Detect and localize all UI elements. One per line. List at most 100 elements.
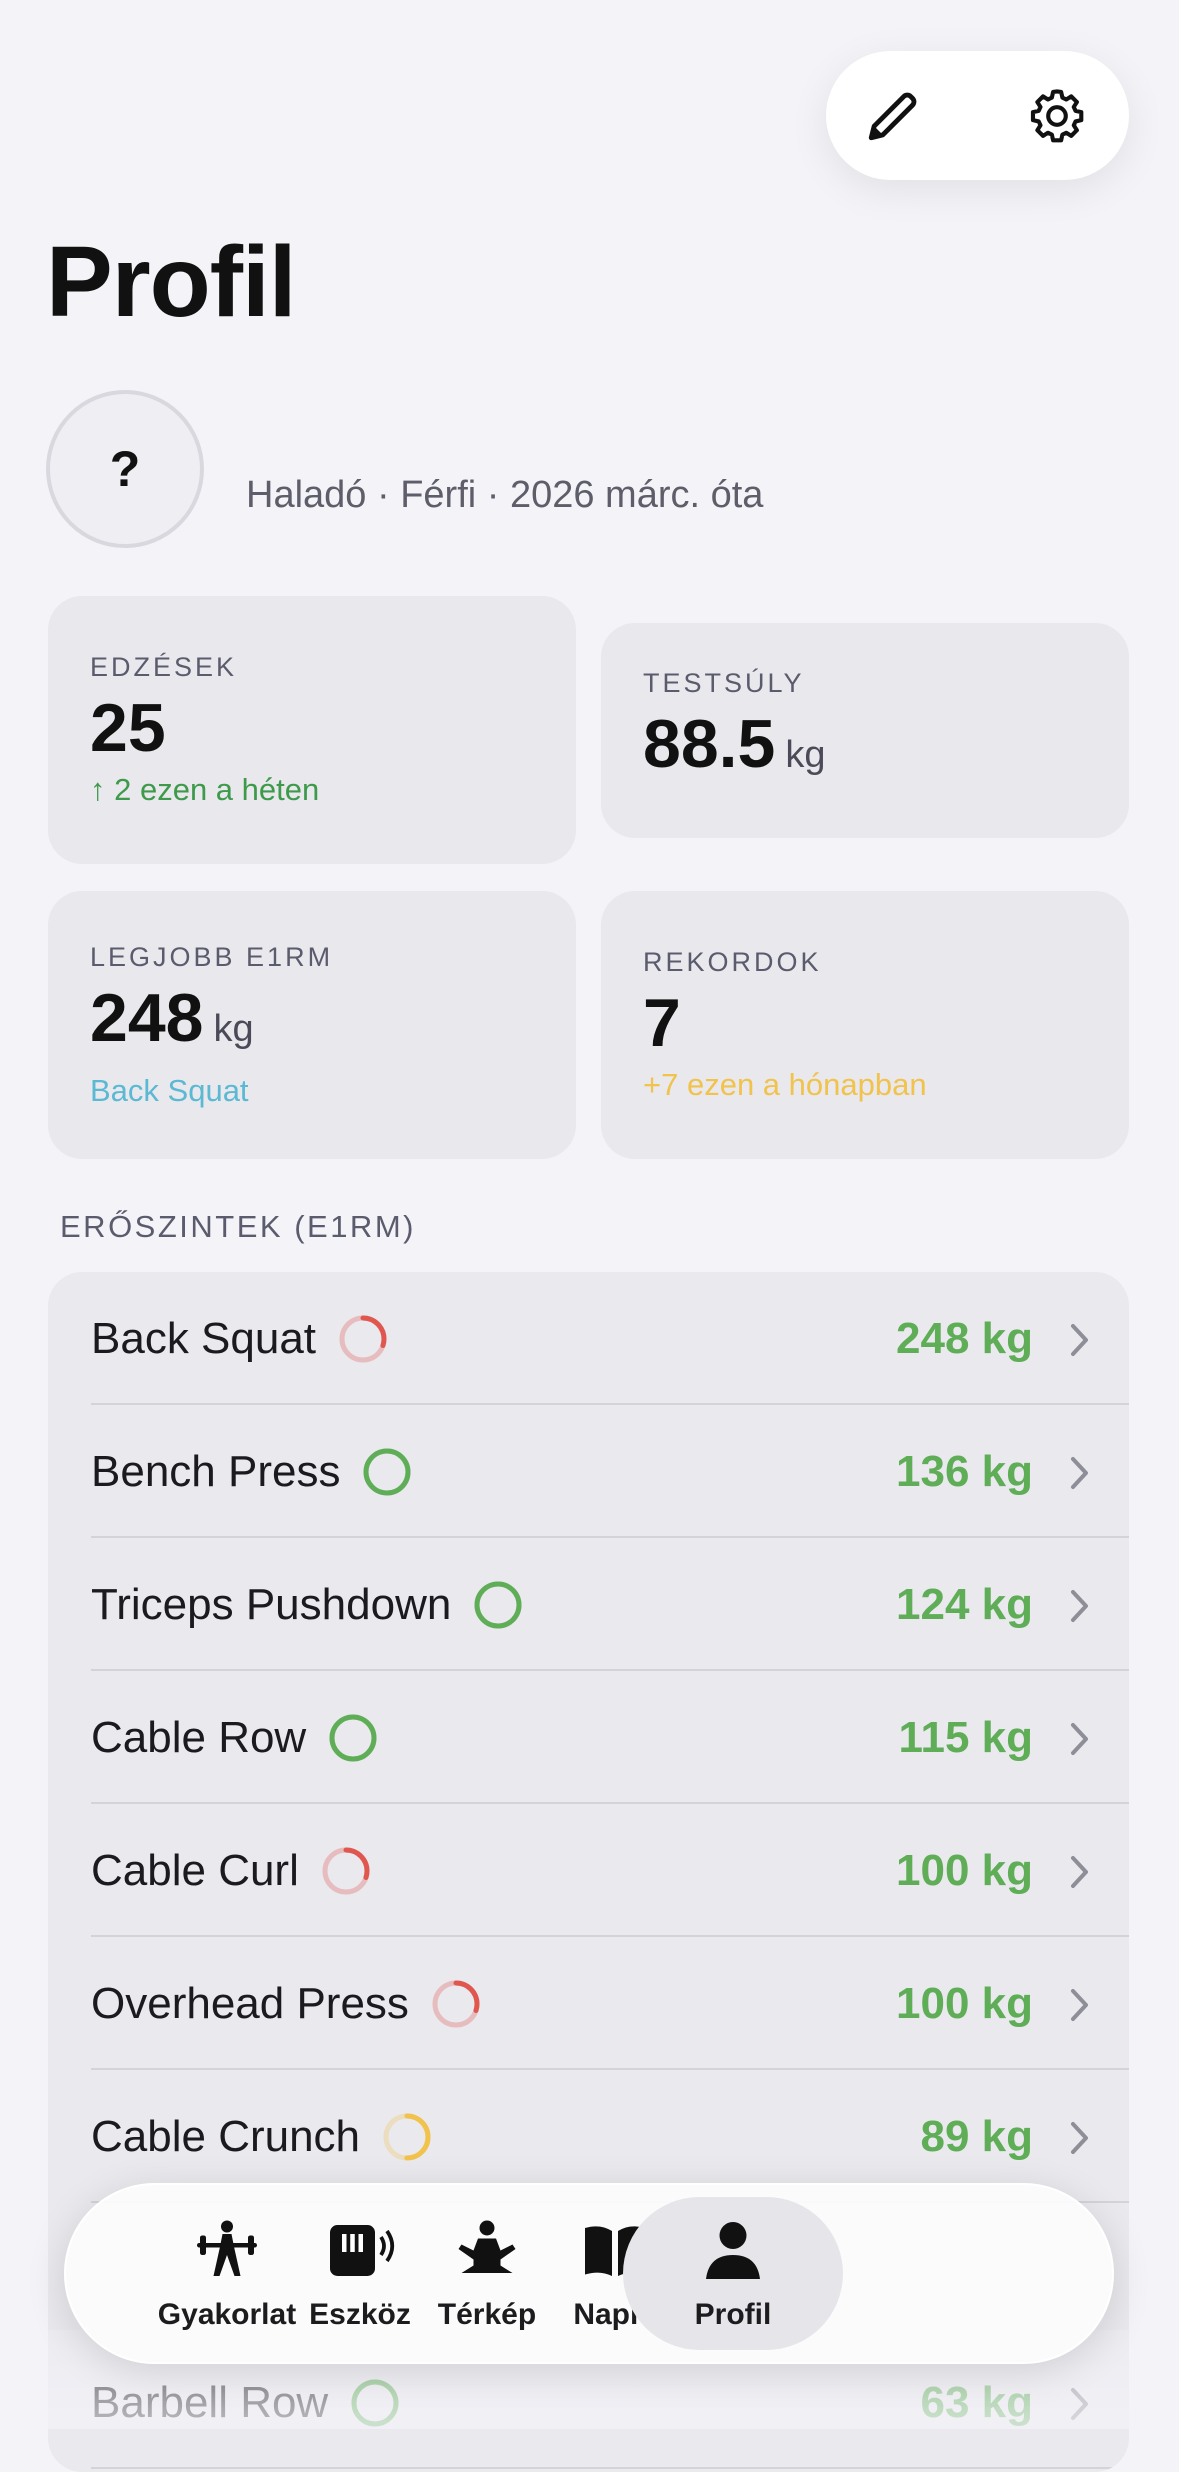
chevron — [1071, 1723, 1088, 1755]
row-divider — [91, 2068, 1129, 2070]
chevron — [1071, 1324, 1088, 1356]
tab-item[interactable]: Profil — [623, 2197, 843, 2350]
exercise-value: 248 kg — [896, 1313, 1033, 1363]
stat-value: 88.5 — [643, 706, 776, 782]
ring-progress — [339, 1315, 387, 1362]
strength-row[interactable]: Overhead Press 100 kg — [48, 1937, 1129, 2070]
stat-value: 7 — [643, 985, 681, 1061]
row-divider — [91, 2467, 1129, 2469]
level-ring — [432, 1980, 480, 2027]
edit-button[interactable] — [864, 87, 922, 145]
profile-subtitle: Haladó · Férfi · 2026 márc. óta — [246, 474, 764, 516]
chevron — [1071, 1457, 1088, 1489]
tab-icon — [458, 2220, 516, 2273]
level-ring — [474, 1581, 522, 1628]
ring-progress — [474, 1581, 522, 1628]
stat-value: 248 — [90, 979, 204, 1056]
tab-icon — [330, 2225, 395, 2276]
row-divider — [91, 1935, 1129, 1937]
ring-progress — [363, 1448, 411, 1495]
chevron-path — [1071, 1856, 1088, 1888]
level-ring — [339, 1315, 387, 1362]
stat-label: EDZÉSEK — [90, 652, 238, 682]
tab-item[interactable]: Térkép — [387, 2185, 587, 2362]
tab-icon — [197, 2220, 257, 2276]
strength-row[interactable]: Cable Row 115 kg — [48, 1671, 1129, 1804]
icon-shape — [719, 2222, 747, 2249]
exercise-value: 100 kg — [896, 1845, 1033, 1895]
level-ring — [329, 1714, 377, 1761]
exercise-value: 89 kg — [920, 2111, 1033, 2161]
tab-item[interactable]: Gyakorlat — [127, 2185, 327, 2362]
tab-label: Gyakorlat — [157, 2298, 297, 2331]
level-ring — [322, 1847, 370, 1894]
chevron-path — [1071, 1590, 1088, 1622]
strength-row[interactable]: Back Squat 248 kg — [48, 1272, 1129, 1405]
exercise-name: Triceps Pushdown — [91, 1579, 452, 1629]
chevron-path — [1071, 1324, 1088, 1356]
level-ring — [363, 1448, 411, 1495]
tab-label: Eszköz — [309, 2298, 411, 2331]
settings-button[interactable] — [1026, 85, 1088, 147]
exercise-name: Overhead Press — [91, 1978, 409, 2028]
icon-shape — [342, 2234, 347, 2252]
stat-note: ↑ 2 ezen a héten — [90, 772, 320, 807]
stat-label: LEGJOBB E1RM — [90, 941, 334, 972]
row-divider — [91, 1669, 1129, 1671]
icon-shape — [350, 2234, 355, 2252]
exercise-name: Bench Press — [91, 1446, 341, 1496]
tab-bar: Gyakorlat Eszköz Térkép Napló Profil — [64, 2183, 1114, 2364]
icon-shape — [213, 2234, 241, 2276]
strength-row[interactable]: Bench Press 136 kg — [48, 1405, 1129, 1538]
stat-unit: kg — [213, 1007, 254, 1050]
chevron — [1071, 1590, 1088, 1622]
stat-card: EDZÉSEK 25 ↑ 2 ezen a héten — [48, 596, 576, 864]
icon-shape — [706, 2255, 760, 2279]
ring-progress — [322, 1847, 370, 1894]
exercise-name: Cable Crunch — [91, 2111, 361, 2161]
icon-shape — [221, 2220, 233, 2233]
strength-row[interactable]: Triceps Pushdown 124 kg — [48, 1538, 1129, 1671]
tab-item[interactable]: Eszköz — [260, 2185, 460, 2362]
icon-shape — [358, 2234, 363, 2252]
chevron — [1071, 1989, 1088, 2021]
exercise-value: 136 kg — [896, 1446, 1033, 1496]
row-divider — [91, 1403, 1129, 1405]
row-divider — [91, 1536, 1129, 1538]
icon-shape — [458, 2238, 516, 2273]
exercise-name: Back Squat — [91, 1313, 317, 1363]
exercise-value: 100 kg — [896, 1978, 1033, 2028]
avatar[interactable]: ? — [46, 390, 204, 548]
chevron — [1071, 1856, 1088, 1888]
stat-label: TESTSÚLY — [643, 668, 805, 698]
ring-progress — [329, 1714, 377, 1761]
stat-label: REKORDOK — [643, 947, 822, 977]
stat-value-row: 7 — [643, 983, 1087, 1063]
page-title: Profil — [46, 226, 297, 338]
chevron-path — [1071, 1989, 1088, 2021]
stat-value: 25 — [90, 690, 166, 766]
stat-card: REKORDOK 7 +7 ezen a hónapban — [601, 891, 1129, 1159]
exercise-name: Cable Curl — [91, 1845, 299, 1895]
stat-value-row: 248 kg — [90, 978, 534, 1069]
stat-value-row: 88.5 kg — [643, 704, 1087, 795]
icon-shape — [200, 2235, 206, 2255]
strength-row[interactable]: Cable Curl 100 kg — [48, 1804, 1129, 1937]
ring-progress — [383, 2113, 431, 2160]
stat-card: LEGJOBB E1RM 248 kg Back Squat — [48, 891, 576, 1159]
level-ring — [383, 2113, 431, 2160]
stat-value-row: 25 — [90, 688, 534, 768]
chevron-path — [1071, 2122, 1088, 2154]
icon-shape — [379, 2229, 395, 2263]
chevron — [1071, 2122, 1088, 2154]
stat-unit: kg — [785, 734, 826, 776]
stat-note: Back Squat — [90, 1072, 249, 1108]
row-divider — [91, 1802, 1129, 1804]
chevron-path — [1071, 1457, 1088, 1489]
stat-note: +7 ezen a hónapban — [643, 1067, 927, 1102]
toolbar — [826, 51, 1129, 180]
exercise-value: 115 kg — [898, 1712, 1033, 1762]
icon-shape — [479, 2220, 495, 2236]
tab-icon — [706, 2222, 760, 2279]
